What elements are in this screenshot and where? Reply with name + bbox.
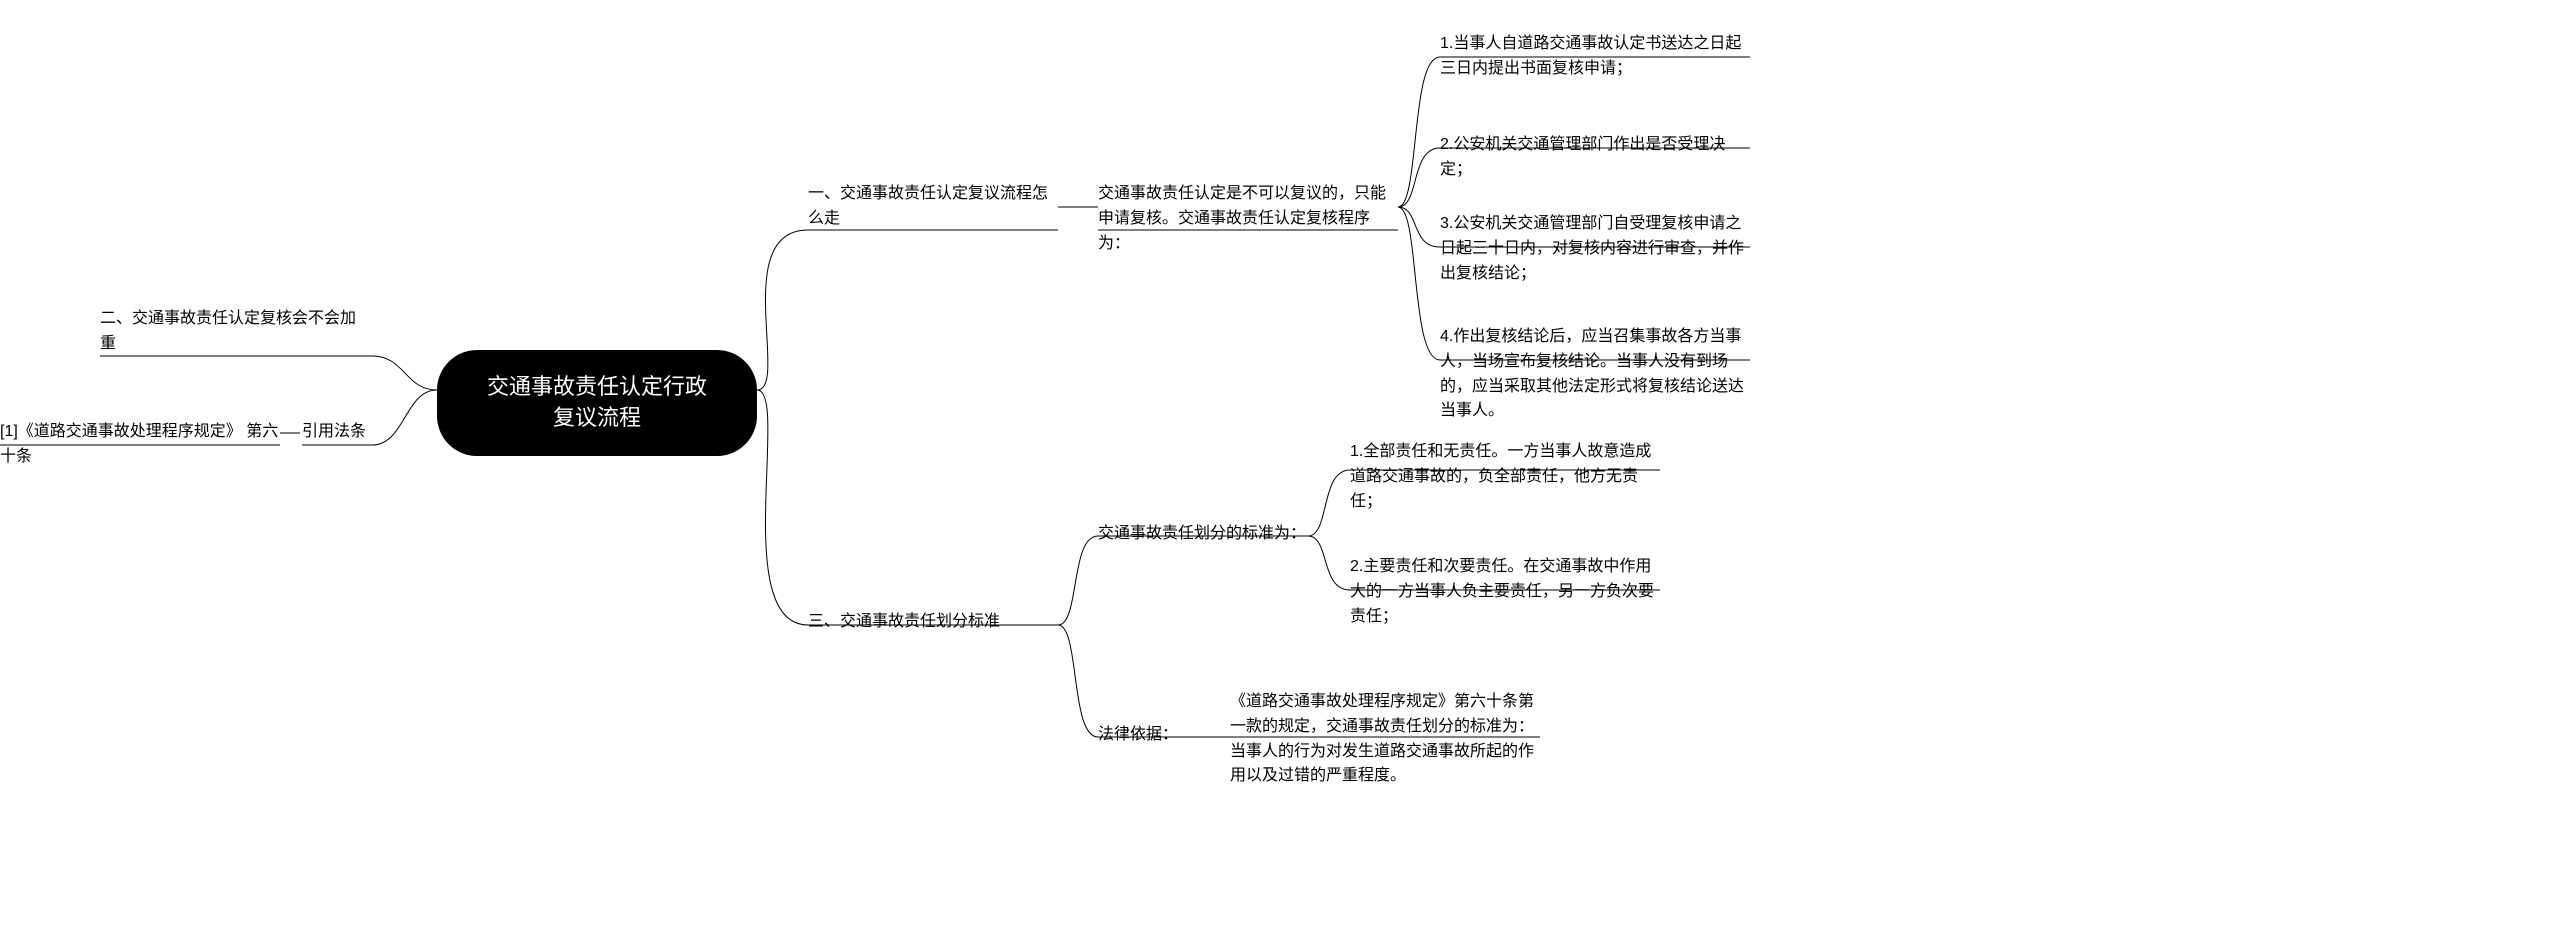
branch-2[interactable]: 二、交通事故责任认定复核会不会加重: [100, 307, 370, 357]
mindmap-canvas: 交通事故责任认定行政复议流程 二、交通事故责任认定复核会不会加重 引用法条 [1…: [0, 0, 2560, 946]
branch-3-law[interactable]: 法律依据：: [1098, 723, 1188, 748]
branch-1-item-4-label: 4.作出复核结论后，应当召集事故各方当事人，当场宣布复核结论。当事人没有到场的，…: [1440, 328, 1744, 419]
branch-cite[interactable]: 引用法条: [302, 420, 372, 445]
branch-1-item-4[interactable]: 4.作出复核结论后，应当召集事故各方当事人，当场宣布复核结论。当事人没有到场的，…: [1440, 325, 1750, 424]
branch-3-law-label: 法律依据：: [1098, 726, 1178, 743]
root-node[interactable]: 交通事故责任认定行政复议流程: [437, 350, 757, 456]
branch-1-label: 一、交通事故责任认定复议流程怎么走: [808, 185, 1048, 227]
branch-3-std-item-2[interactable]: 2.主要责任和次要责任。在交通事故中作用大的一方当事人负主要责任，另一方负次要责…: [1350, 555, 1660, 629]
branch-3-std[interactable]: 交通事故责任划分的标准为：: [1098, 522, 1308, 547]
branch-3[interactable]: 三、交通事故责任划分标准: [808, 610, 1058, 635]
branch-cite-label: 引用法条: [302, 423, 366, 440]
branch-3-std-label: 交通事故责任划分的标准为：: [1098, 525, 1306, 542]
branch-3-label: 三、交通事故责任划分标准: [808, 613, 1000, 630]
branch-1-desc-label: 交通事故责任认定是不可以复议的，只能申请复核。交通事故责任认定复核程序为：: [1098, 185, 1386, 252]
branch-1-item-1[interactable]: 1.当事人自道路交通事故认定书送达之日起三日内提出书面复核申请；: [1440, 32, 1750, 82]
branch-3-std-item-1[interactable]: 1.全部责任和无责任。一方当事人故意造成道路交通事故的，负全部责任，他方无责任；: [1350, 440, 1660, 514]
branch-1-item-3[interactable]: 3.公安机关交通管理部门自受理复核申请之日起三十日内，对复核内容进行审查，并作出…: [1440, 212, 1750, 286]
branch-3-law-item-1[interactable]: 《道路交通事故处理程序规定》第六十条第一款的规定，交通事故责任划分的标准为：当事…: [1230, 690, 1540, 789]
branch-3-std-item-1-label: 1.全部责任和无责任。一方当事人故意造成道路交通事故的，负全部责任，他方无责任；: [1350, 443, 1651, 510]
cite-item-1-label: [1]《道路交通事故处理程序规定》 第六十条: [0, 423, 278, 465]
branch-3-law-item-1-label: 《道路交通事故处理程序规定》第六十条第一款的规定，交通事故责任划分的标准为：当事…: [1230, 693, 1534, 784]
root-label: 交通事故责任认定行政复议流程: [487, 374, 707, 430]
branch-1-item-3-label: 3.公安机关交通管理部门自受理复核申请之日起三十日内，对复核内容进行审查，并作出…: [1440, 215, 1744, 282]
branch-1-desc[interactable]: 交通事故责任认定是不可以复议的，只能申请复核。交通事故责任认定复核程序为：: [1098, 182, 1398, 256]
branch-1[interactable]: 一、交通事故责任认定复议流程怎么走: [808, 182, 1058, 232]
branch-1-item-2-label: 2.公安机关交通管理部门作出是否受理决定；: [1440, 136, 1725, 178]
connectors-layer: [0, 0, 2560, 946]
branch-1-item-2[interactable]: 2.公安机关交通管理部门作出是否受理决定；: [1440, 133, 1750, 183]
branch-2-label: 二、交通事故责任认定复核会不会加重: [100, 310, 356, 352]
branch-3-std-item-2-label: 2.主要责任和次要责任。在交通事故中作用大的一方当事人负主要责任，另一方负次要责…: [1350, 558, 1654, 625]
cite-item-1[interactable]: [1]《道路交通事故处理程序规定》 第六十条: [0, 420, 280, 470]
branch-1-item-1-label: 1.当事人自道路交通事故认定书送达之日起三日内提出书面复核申请；: [1440, 35, 1741, 77]
